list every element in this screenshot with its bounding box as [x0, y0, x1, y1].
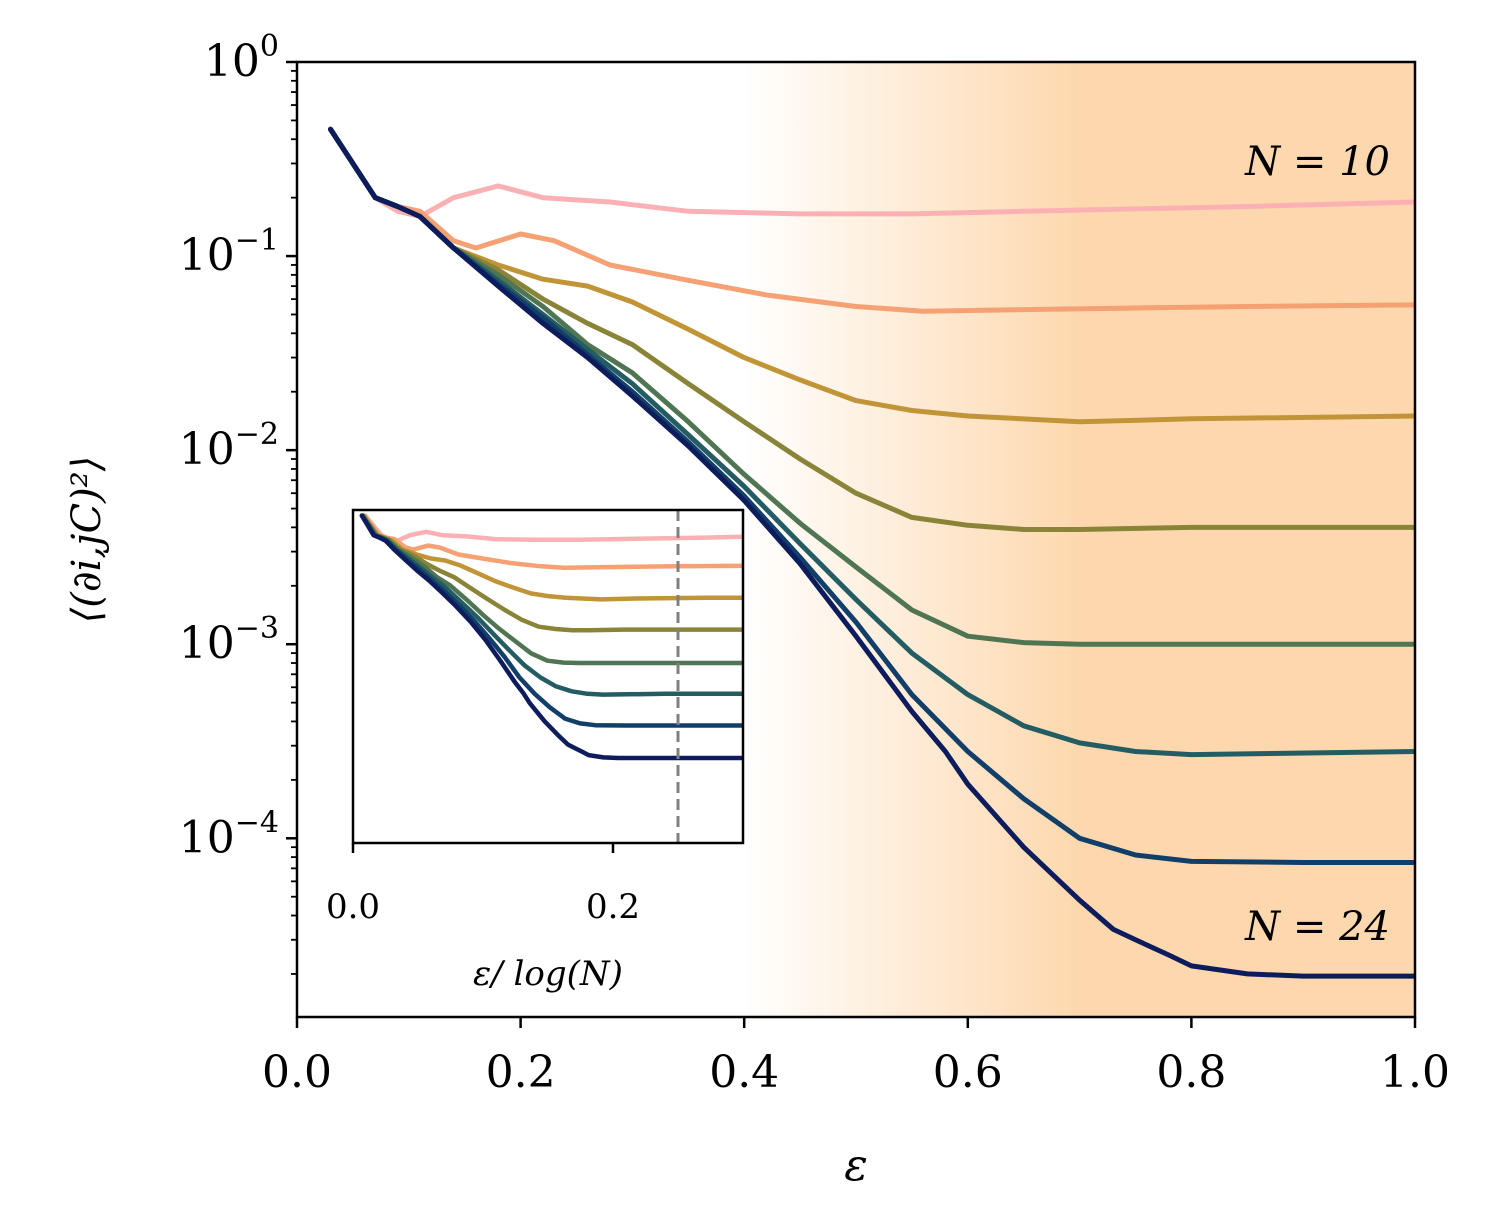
- inset-x-axis: 0.0 0.2: [326, 843, 640, 927]
- inset-plot: 0.0 0.2 ε/ log(N): [326, 508, 745, 994]
- x-tick-label: 0.0: [262, 1047, 332, 1098]
- inset-series-line-24: [359, 513, 743, 761]
- y-tick-label: 10−2: [179, 417, 279, 475]
- x-axis-label: ε: [844, 1140, 868, 1191]
- main-x-axis: 0.0 0.2 0.4 0.6 0.8 1.0: [262, 1017, 1450, 1098]
- x-tick-label: 0.2: [486, 1047, 556, 1098]
- y-axis-label: ⟨(∂i,jC)²⟩: [64, 456, 110, 624]
- series-line-24: [328, 126, 1415, 979]
- x-tick-label: 0.8: [1156, 1047, 1226, 1098]
- annotation-n24: N = 24: [1244, 904, 1390, 950]
- annotation-n10: N = 10: [1244, 139, 1390, 185]
- shaded-region: [744, 62, 1415, 1017]
- inset-x-tick-label: 0.0: [326, 887, 380, 927]
- x-tick-label: 0.6: [933, 1047, 1003, 1098]
- y-tick-label: 10−3: [179, 611, 279, 669]
- main-y-axis: 100 10−1 10−2 10−3 10−4: [179, 29, 297, 975]
- x-tick-label: 1.0: [1380, 1047, 1450, 1098]
- main-plot: 0.0 0.2 0.4 0.6 0.8 1.0 100 10−1 10−2 10−3 10−4 ε…: [64, 29, 1450, 1191]
- y-tick-label: 10−1: [179, 223, 279, 281]
- inset-x-tick-label: 0.2: [586, 887, 640, 927]
- inset-axes-frame: [351, 508, 745, 845]
- y-tick-label: 100: [204, 29, 279, 87]
- main-series-group: [328, 126, 1415, 979]
- main-axes-frame: [295, 60, 1417, 1019]
- inset-series-group: [359, 513, 743, 761]
- x-tick-label: 0.4: [709, 1047, 779, 1098]
- inset-x-axis-label: ε/ log(N): [473, 954, 623, 994]
- y-tick-label: 10−4: [179, 805, 279, 863]
